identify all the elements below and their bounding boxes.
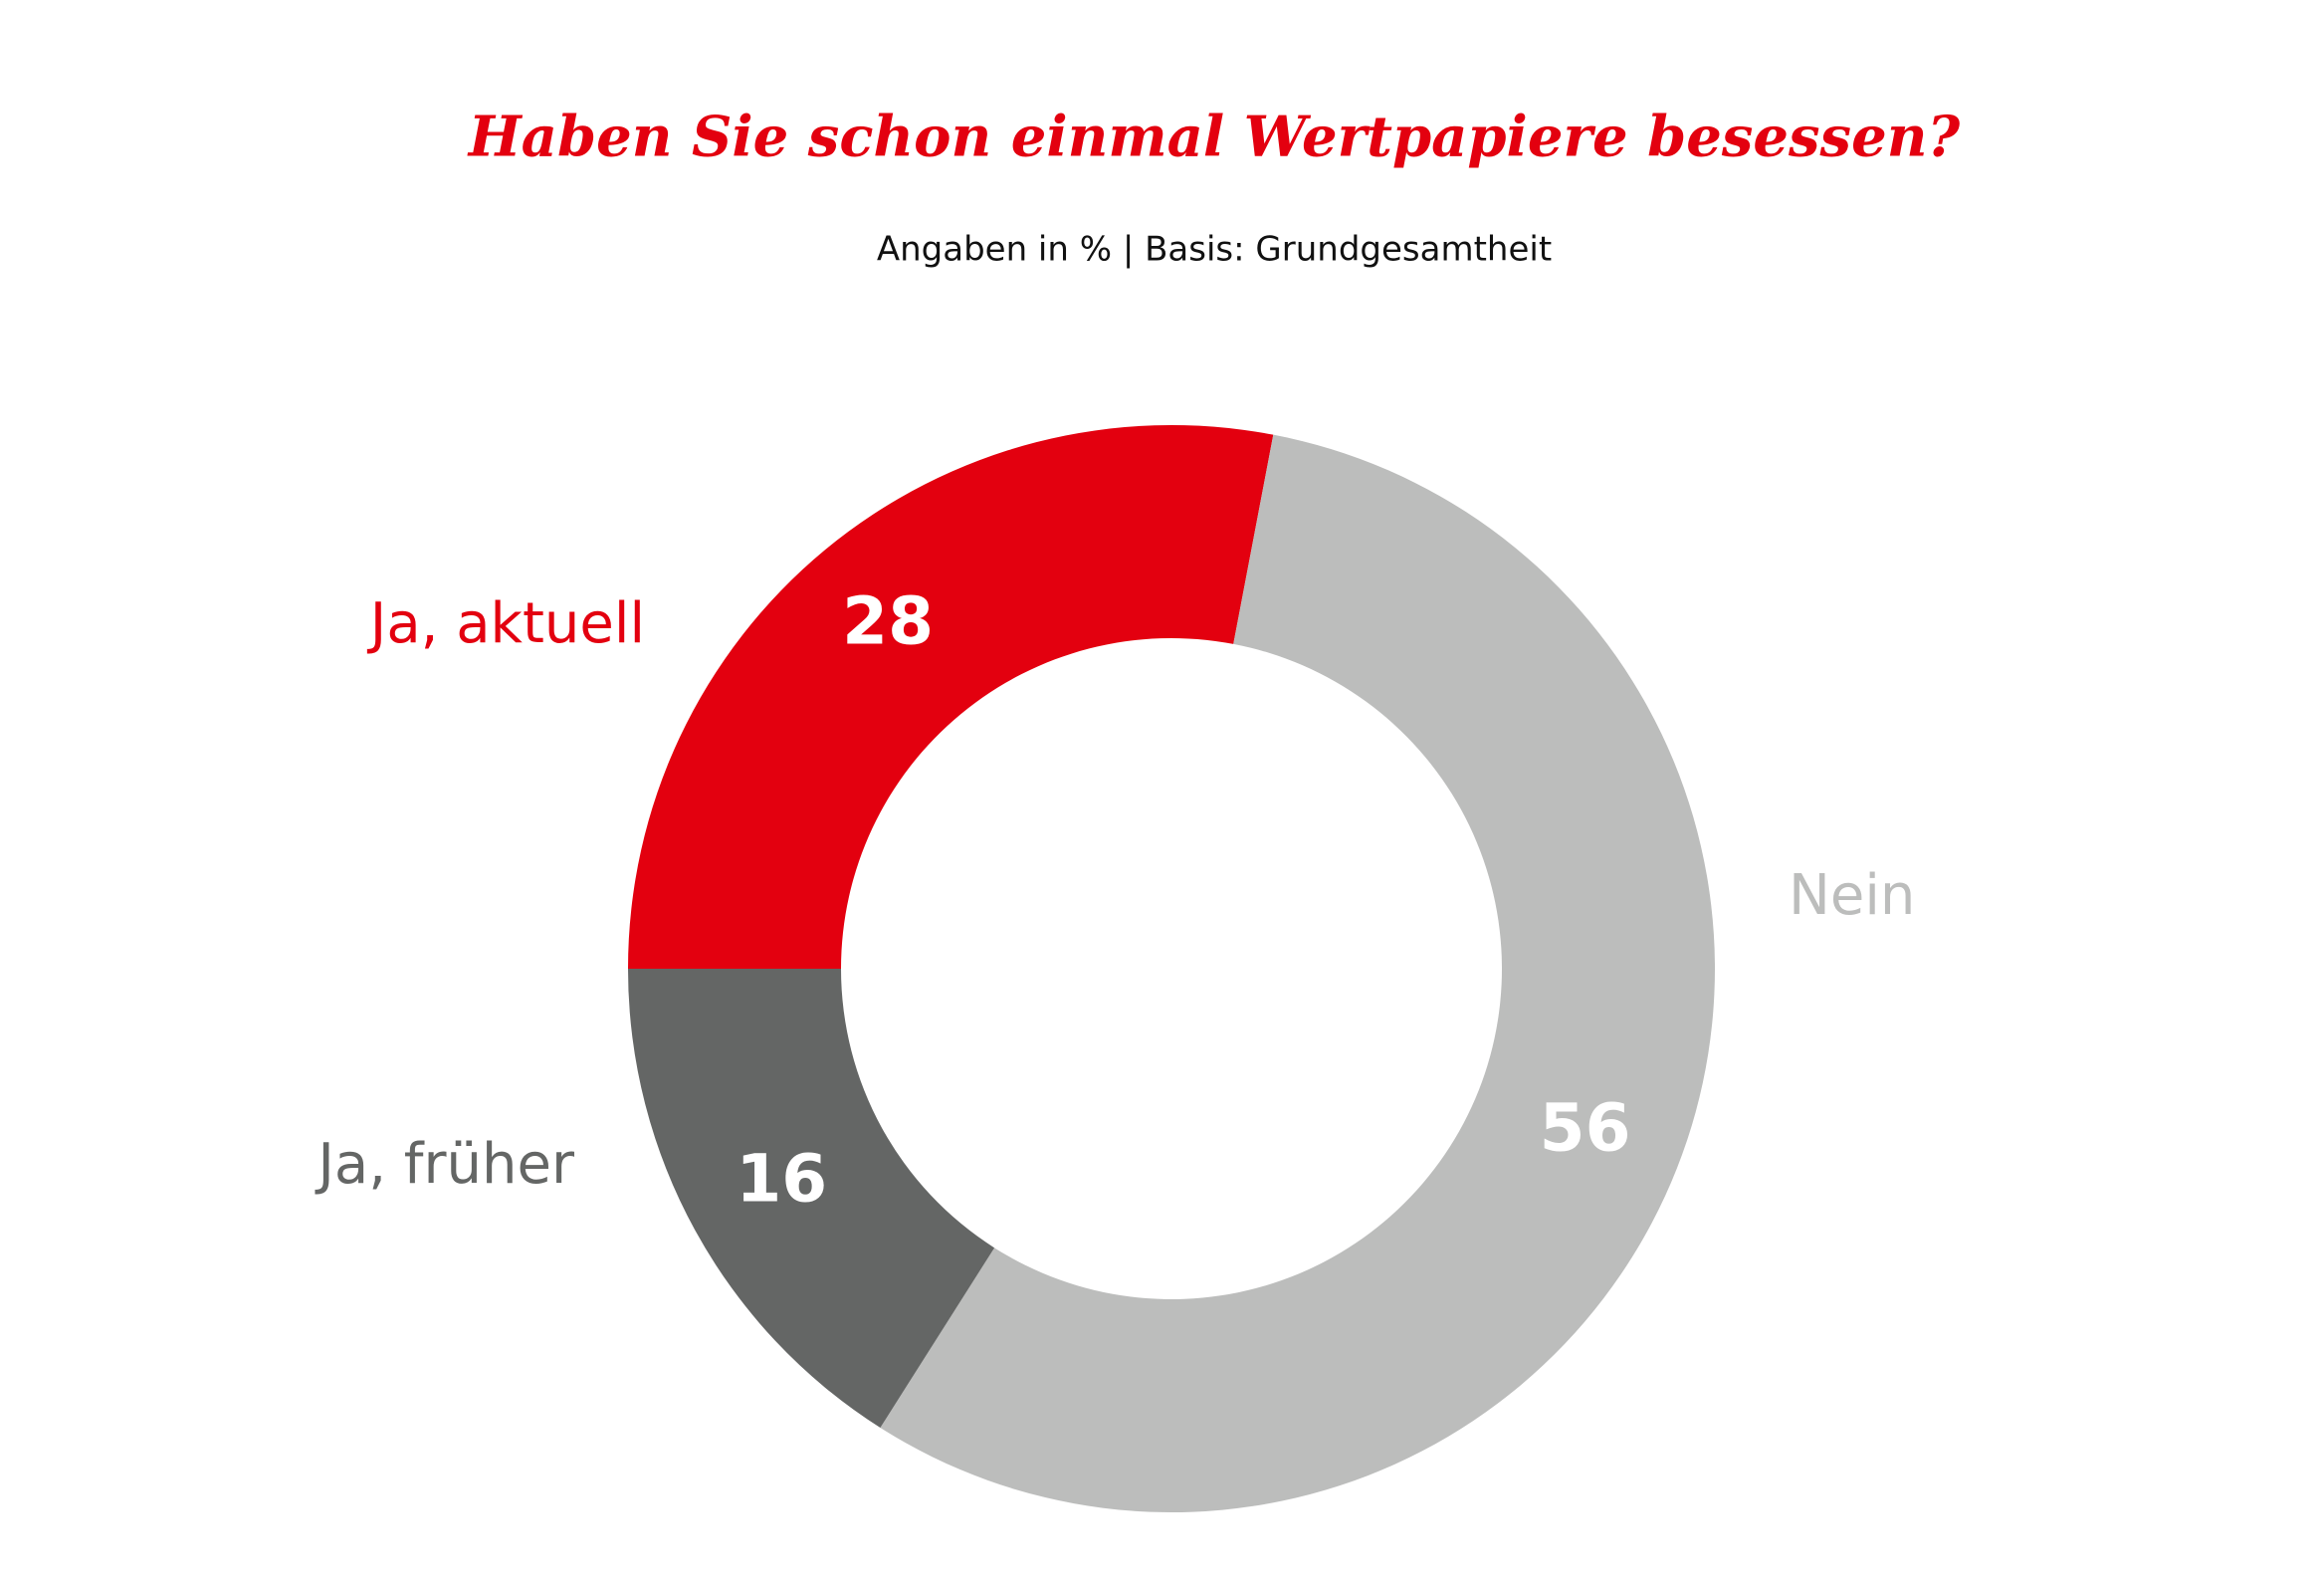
chart-title: Haben Sie schon einmal Wertpapiere beses… — [467, 105, 1962, 170]
category-label: Ja, früher — [315, 1132, 575, 1197]
chart-subtitle: Angaben in % | Basis: Grundgesamtheit — [877, 230, 1552, 270]
donut-segment — [880, 434, 1716, 1512]
donut-segment — [628, 424, 1274, 969]
category-label: Nein — [1789, 863, 1915, 928]
value-label: 28 — [842, 583, 934, 660]
value-label: 16 — [736, 1140, 827, 1217]
value-label: 56 — [1540, 1090, 1631, 1167]
category-label: Ja, aktuell — [367, 591, 645, 656]
donut-segment — [628, 969, 995, 1429]
